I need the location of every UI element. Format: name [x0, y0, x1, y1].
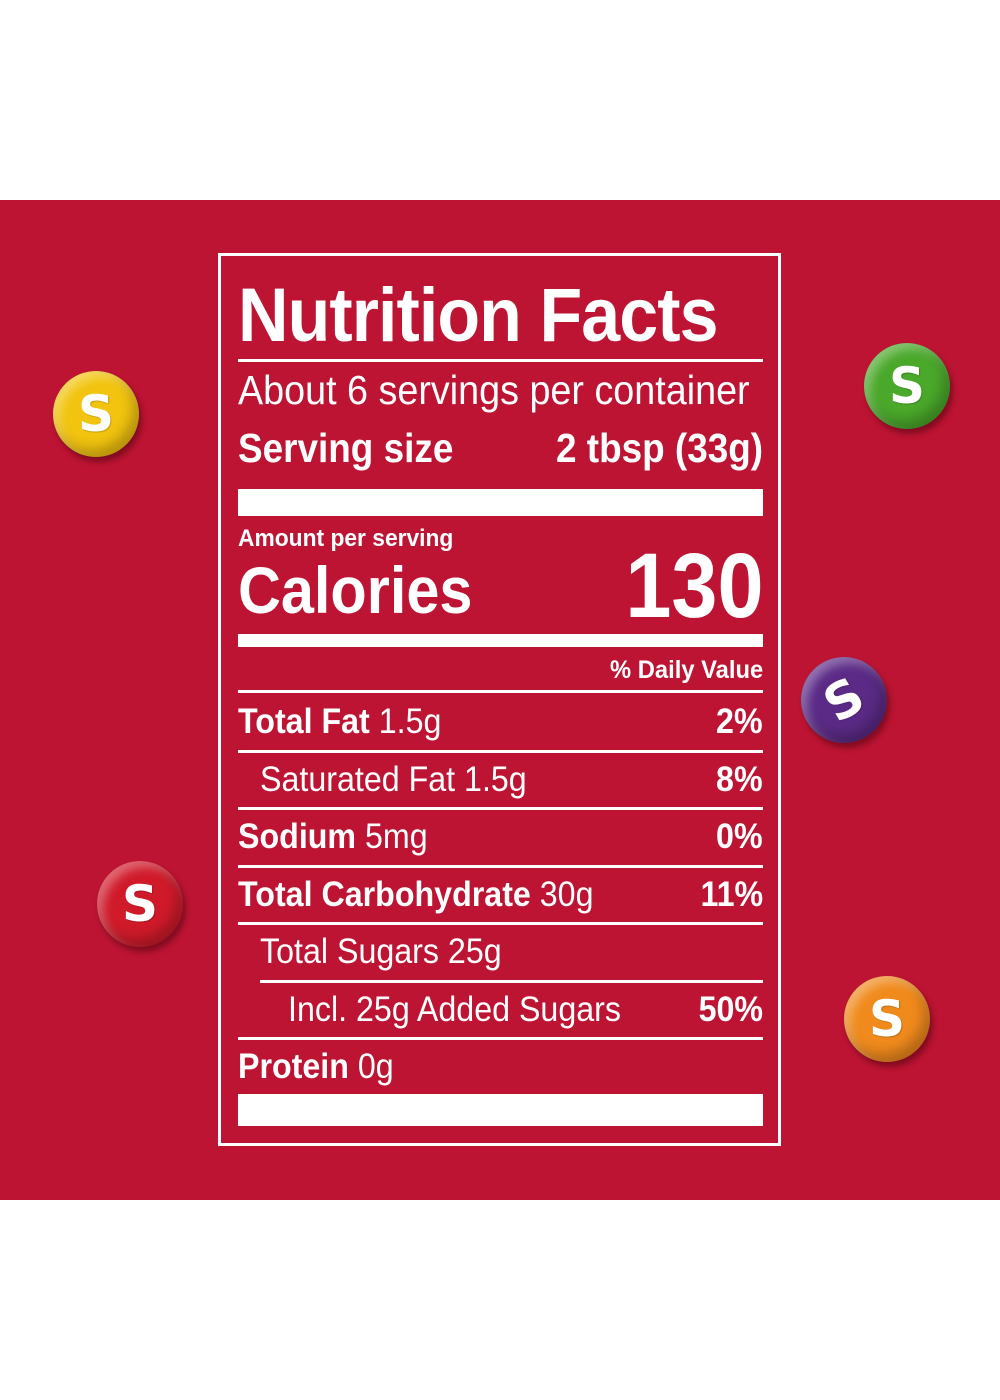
servings-per-container: About 6 servings per container	[238, 367, 750, 413]
divider	[238, 690, 763, 693]
yellow-candy-icon: S	[53, 371, 139, 457]
divider	[238, 359, 763, 362]
nutrition-facts-panel: Nutrition Facts About 6 servings per con…	[218, 253, 781, 1146]
divider	[238, 750, 763, 753]
nutrient-row-saturated-fat: Saturated Fat 1.5g 8%	[260, 760, 763, 799]
serving-size-label: Serving size	[238, 425, 454, 471]
nutrient-row-protein: Protein 0g	[238, 1047, 394, 1086]
nutrient-row-total-sugars: Total Sugars 25g	[260, 932, 502, 971]
divider	[260, 980, 763, 983]
green-candy-icon: S	[864, 343, 950, 429]
red-candy-icon: S	[97, 861, 183, 947]
calories-value: 130	[624, 535, 763, 637]
thick-divider	[238, 489, 763, 516]
nutrient-row-sodium: Sodium 5mg 0%	[238, 817, 763, 856]
serving-size-value: 2 tbsp (33g)	[555, 425, 763, 471]
divider	[238, 1037, 763, 1040]
divider	[238, 865, 763, 868]
amount-per-serving: Amount per serving	[238, 525, 454, 552]
daily-value-header: % Daily Value	[609, 656, 763, 684]
calories-label: Calories	[238, 553, 473, 627]
orange-candy-icon: S	[844, 976, 930, 1062]
divider	[238, 922, 763, 925]
bottom-thick-bar	[238, 1094, 763, 1126]
nutrient-row-total-carbohydrate: Total Carbohydrate 30g 11%	[238, 875, 763, 914]
nutrient-row-total-fat: Total Fat 1.5g 2%	[238, 702, 763, 741]
purple-candy-icon: S	[801, 657, 887, 743]
nutrient-row-added-sugars: Incl. 25g Added Sugars 50%	[288, 990, 763, 1029]
divider	[238, 807, 763, 810]
medium-divider	[238, 634, 763, 647]
nutrition-facts-title: Nutrition Facts	[238, 273, 718, 358]
